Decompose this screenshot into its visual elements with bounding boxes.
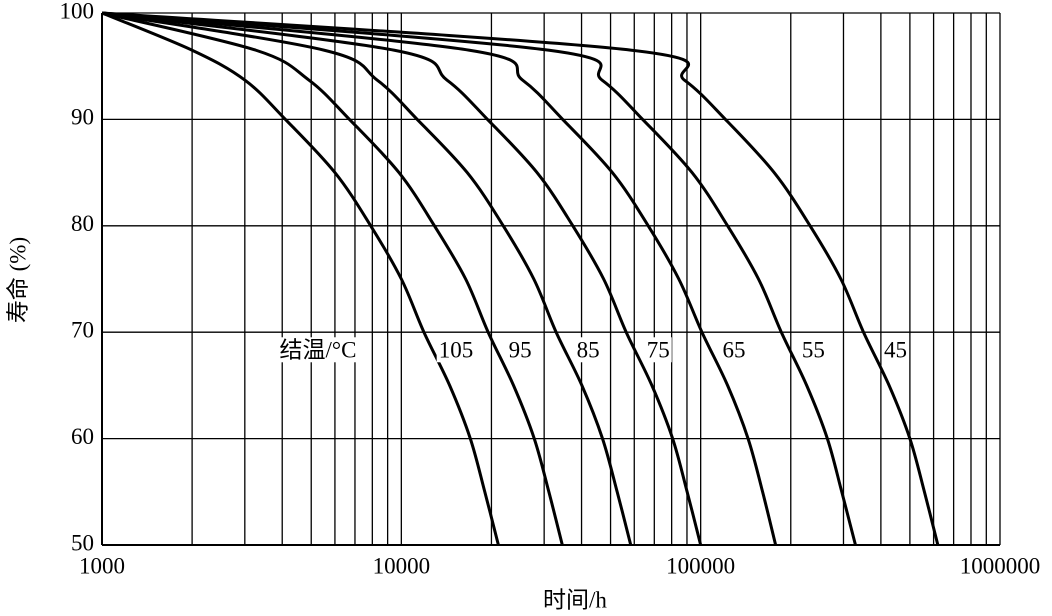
y-tick-label: 70 — [71, 317, 94, 342]
y-tick-label: 90 — [71, 105, 94, 130]
curve — [101, 11, 703, 546]
y-axis-title: 寿命 (%) — [5, 237, 30, 323]
x-tick-label: 100000 — [666, 553, 735, 578]
curve — [101, 11, 633, 546]
label-bg — [882, 337, 910, 363]
curve — [101, 11, 500, 546]
y-tick-label: 50 — [71, 530, 94, 555]
series-label: 95 — [509, 337, 532, 362]
y-tick-label: 100 — [60, 0, 95, 23]
x-tick-label: 10000 — [373, 553, 431, 578]
label-bg — [720, 337, 748, 363]
y-tick-label: 80 — [71, 211, 94, 236]
x-tick-label: 1000 — [79, 553, 125, 578]
curve — [101, 11, 940, 546]
label-bg — [574, 337, 602, 363]
label-bg — [275, 337, 361, 363]
series-label: 65 — [722, 337, 745, 362]
x-axis-title: 时间/h — [543, 587, 607, 612]
series-label: 55 — [802, 337, 825, 362]
label-bg — [644, 337, 672, 363]
x-tick-label: 1000000 — [960, 553, 1041, 578]
series-label: 45 — [884, 337, 907, 362]
series-label: 85 — [577, 337, 600, 362]
annotation: 结温/°C — [280, 337, 357, 362]
series-label: 75 — [647, 337, 670, 362]
label-bg — [506, 337, 534, 363]
label-bg — [799, 337, 827, 363]
series-label: 105 — [439, 337, 474, 362]
curve — [101, 11, 564, 546]
curve — [101, 11, 778, 546]
label-bg — [436, 337, 476, 363]
curve — [101, 11, 857, 546]
y-tick-label: 60 — [71, 424, 94, 449]
